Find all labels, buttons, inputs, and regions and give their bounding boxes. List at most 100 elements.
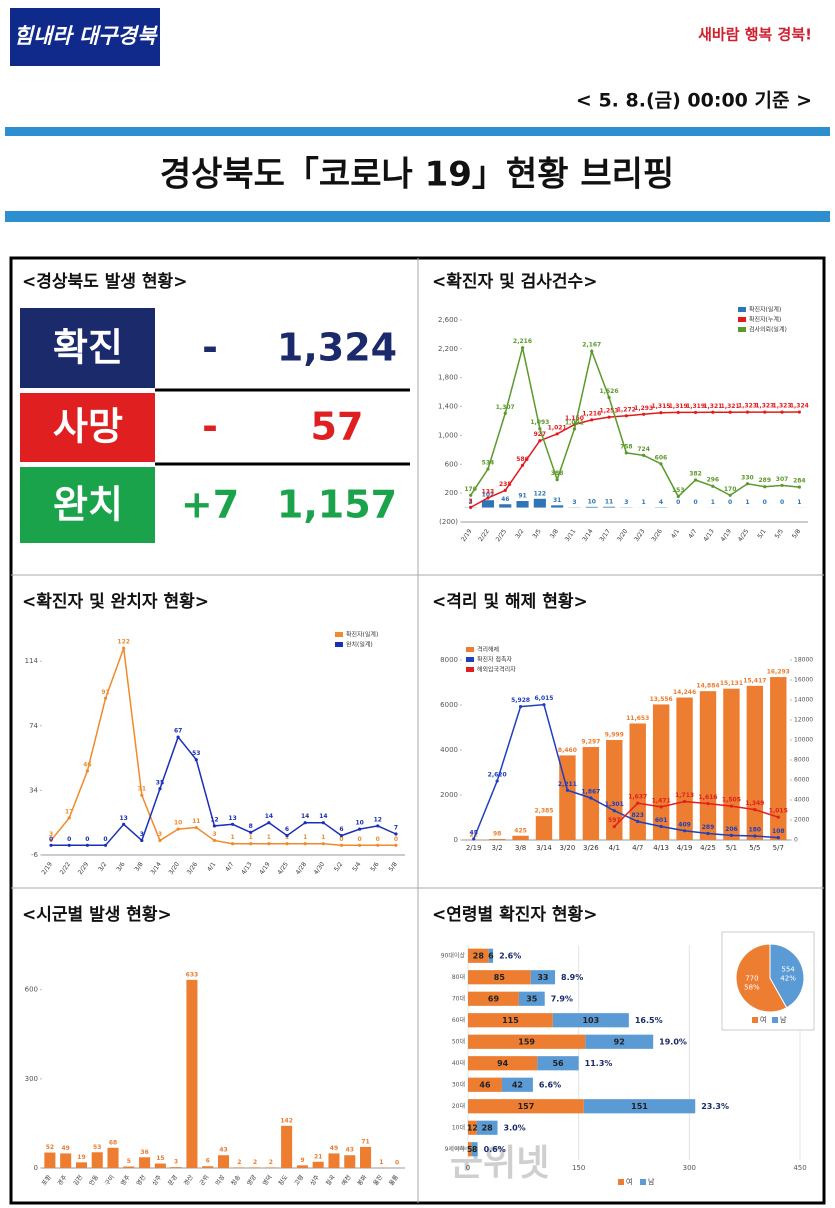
bar: [723, 688, 740, 840]
x-tick-label: 5/1: [756, 528, 767, 540]
x-tick-label: 청송: [229, 1173, 242, 1187]
x-tick-label: 2/25: [495, 528, 509, 543]
bar: [202, 1166, 214, 1168]
point: [728, 410, 732, 414]
data-label: 307: [776, 476, 789, 483]
data-label: 69: [488, 994, 500, 1003]
bar: [535, 816, 553, 840]
data-label: 53: [93, 1144, 101, 1151]
bar: [233, 1167, 245, 1168]
bar: [488, 839, 506, 840]
x-tick-label: 3/14: [536, 844, 552, 852]
point: [194, 758, 198, 762]
data-label: 12: [374, 816, 382, 823]
point: [607, 395, 611, 400]
data-label: 1,319: [669, 403, 688, 410]
x-tick-label: 의성: [213, 1173, 226, 1187]
data-label: 1,319: [686, 403, 705, 410]
x-tick-label: 상주: [150, 1173, 163, 1187]
share-label: 0.6%: [484, 1145, 506, 1154]
y-tick-label: 2000: [440, 791, 458, 799]
status-change: +7: [181, 483, 239, 527]
data-label: 382: [689, 471, 702, 478]
point: [230, 822, 235, 826]
data-label: 1,471: [652, 797, 671, 804]
bar: [217, 1155, 230, 1168]
data-label: 1,315: [651, 403, 670, 410]
legend-swatch: [640, 1179, 646, 1185]
y-tick-label: 300: [25, 1075, 38, 1083]
x-tick-label: 문경: [167, 1174, 179, 1187]
line: [470, 411, 800, 509]
x-tick-label: 4/30: [313, 861, 327, 876]
data-label: 14: [319, 813, 327, 820]
legend-label: 여: [760, 1015, 766, 1024]
bar: [468, 1077, 502, 1092]
point: [612, 809, 616, 813]
y-tick-label: 30대: [452, 1080, 465, 1088]
x-tick-label: 4/13: [240, 861, 254, 876]
data-label: 85: [494, 973, 506, 982]
data-label: 0: [693, 499, 697, 506]
x-tick-label: 3/5: [531, 528, 542, 540]
data-label: 2: [269, 1159, 273, 1166]
point: [624, 414, 628, 418]
x-tick-label: 성주: [308, 1173, 321, 1187]
bar: [468, 948, 489, 963]
data-label: 2,167: [582, 342, 601, 349]
x-tick-label: 3/17: [598, 528, 612, 543]
point: [729, 833, 734, 837]
data-label: 206: [725, 826, 738, 833]
point: [780, 483, 784, 488]
y-tick-label: 70대: [452, 994, 465, 1002]
data-label: 0: [395, 1160, 399, 1167]
data-label: 1,307: [496, 404, 515, 411]
data-label: 11,653: [626, 715, 649, 722]
data-label: 601: [655, 817, 668, 824]
pie-share: 58%: [744, 984, 760, 992]
point: [303, 842, 307, 846]
x-tick-label: 2/22: [59, 861, 73, 876]
y-tick-label: 10대: [452, 1123, 465, 1131]
status-label-box: [20, 308, 155, 388]
point: [636, 819, 640, 824]
point: [212, 838, 217, 843]
y-tick-label: 600: [445, 460, 458, 468]
x-tick-label: 영양: [245, 1173, 258, 1187]
x-tick-label: 3/20: [168, 861, 182, 876]
share-label: 2.6%: [499, 951, 521, 960]
status-label-box: [20, 467, 155, 543]
x-tick-label: 4/25: [276, 861, 290, 876]
data-label: 53: [192, 750, 200, 757]
legend-label: 확진자(일계): [749, 306, 781, 314]
data-label: 1: [797, 499, 801, 506]
data-label: 1,637: [628, 794, 647, 801]
bar: [481, 500, 495, 508]
data-label: 102: [482, 492, 495, 499]
x-tick-label: 3/8: [549, 528, 560, 540]
data-label: 3: [140, 831, 144, 838]
x-tick-label: 5/2: [333, 861, 344, 873]
data-label: 296: [707, 477, 720, 484]
status-total: 1,324: [277, 326, 397, 370]
bar: [468, 1034, 586, 1049]
bar: [468, 1013, 553, 1028]
legend-label: 남: [780, 1015, 787, 1024]
bar: [265, 1167, 277, 1168]
y-tick-label: 9세이하: [445, 1145, 466, 1153]
data-label: 49: [330, 1145, 338, 1152]
point: [745, 482, 750, 486]
bar: [468, 1120, 477, 1135]
status-change: -: [202, 326, 218, 370]
data-label: 19: [77, 1154, 85, 1161]
point: [711, 410, 715, 414]
bar: [170, 1167, 182, 1168]
point: [728, 493, 732, 497]
line: [473, 703, 779, 840]
data-label: 1: [321, 834, 325, 841]
legend-swatch: [738, 317, 746, 322]
data-label: 1,323: [773, 403, 792, 410]
share-label: 23.3%: [701, 1102, 729, 1111]
legend-label: 해외입국격리자: [477, 666, 516, 674]
data-label: 10: [355, 820, 363, 827]
